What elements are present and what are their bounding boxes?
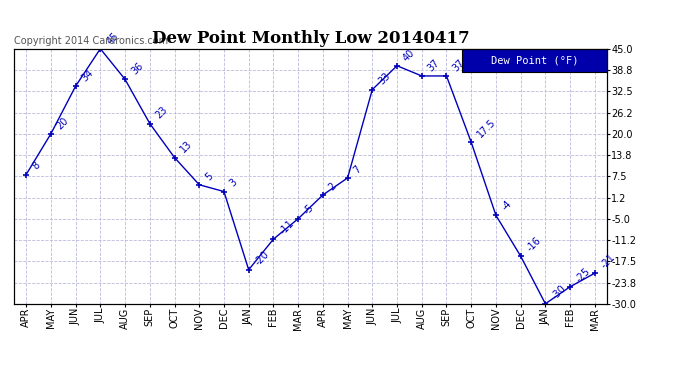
Text: Copyright 2014 Cardronics.com: Copyright 2014 Cardronics.com [14,36,168,46]
Text: -11: -11 [277,218,296,236]
Text: 34: 34 [80,68,95,83]
Text: 5: 5 [204,171,215,182]
Text: 45: 45 [104,30,120,46]
Text: -21: -21 [599,252,618,270]
Text: 13: 13 [179,139,195,155]
Text: 33: 33 [377,71,392,87]
Text: 2: 2 [327,181,339,192]
Text: -30: -30 [549,283,568,301]
Text: 8: 8 [30,160,41,172]
Text: -20: -20 [253,249,271,267]
Text: 23: 23 [154,105,170,121]
Text: 40: 40 [401,47,417,63]
Text: -16: -16 [525,235,543,254]
Title: Dew Point Monthly Low 20140417: Dew Point Monthly Low 20140417 [152,30,469,47]
Text: 7: 7 [352,164,363,175]
Text: Dew Point (°F): Dew Point (°F) [491,55,578,65]
Text: 3: 3 [228,177,239,189]
Text: -4: -4 [500,199,514,213]
Text: -5: -5 [302,202,316,216]
Text: 20: 20 [55,115,71,131]
Text: 17.5: 17.5 [475,117,497,140]
Bar [462,49,607,72]
Text: 36: 36 [129,61,145,76]
Text: 37: 37 [451,57,466,73]
Text: -25: -25 [574,266,593,284]
Text: 37: 37 [426,57,442,73]
